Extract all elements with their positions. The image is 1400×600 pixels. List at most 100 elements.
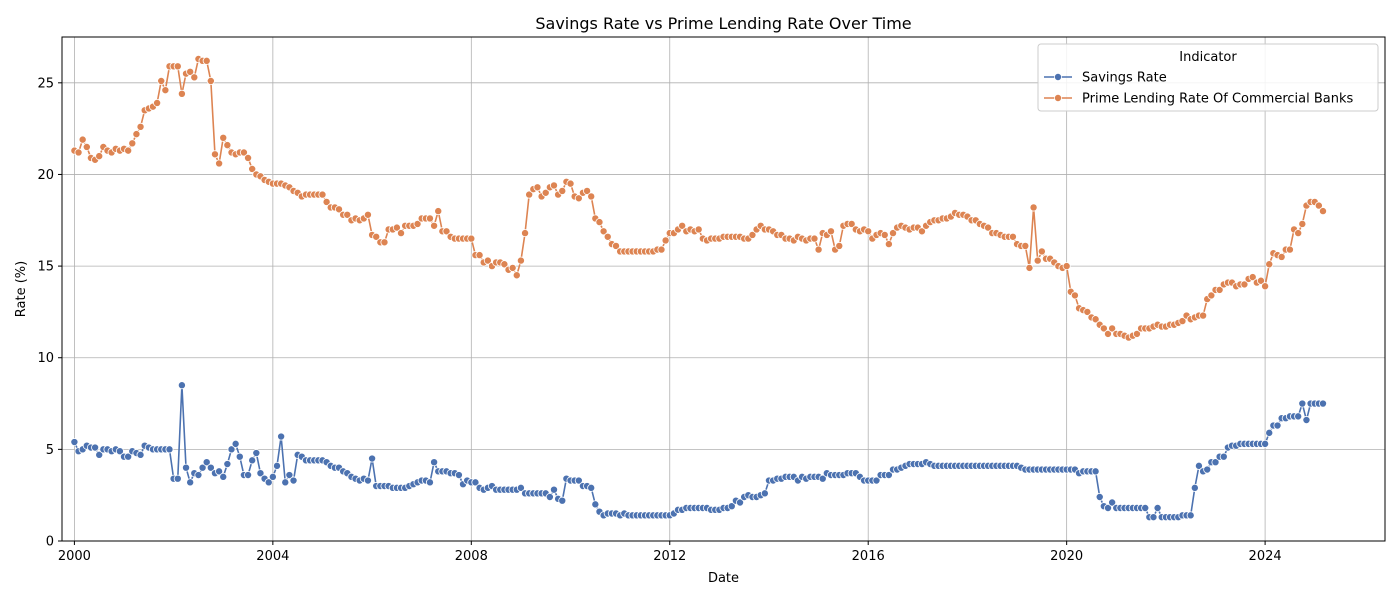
legend-label: Savings Rate [1082, 71, 1167, 86]
data-point [194, 471, 203, 480]
x-tick-label: 2016 [852, 549, 885, 564]
data-point [206, 463, 215, 472]
data-point [425, 478, 434, 487]
data-point [516, 256, 525, 265]
data-point [454, 471, 463, 480]
data-point [1141, 504, 1150, 513]
data-point [190, 73, 199, 82]
data-point [1070, 291, 1079, 300]
x-tick-label: 2004 [256, 549, 289, 564]
data-point [256, 469, 265, 478]
data-point [760, 489, 769, 498]
data-point [541, 188, 550, 197]
data-point [549, 485, 558, 494]
data-point [272, 461, 281, 470]
data-point [430, 221, 439, 230]
data-point [1261, 282, 1270, 291]
data-point [173, 474, 182, 483]
data-point [235, 452, 244, 461]
data-point [545, 493, 554, 502]
data-point [219, 133, 228, 142]
data-point [1095, 493, 1104, 502]
data-point [82, 142, 91, 151]
data-point [1194, 461, 1203, 470]
data-point [558, 496, 567, 505]
data-point [1104, 329, 1113, 338]
data-point [434, 207, 443, 216]
data-point [516, 483, 525, 492]
data-point [1037, 247, 1046, 256]
series-prime-lending-rate [70, 54, 1327, 342]
data-point [124, 146, 133, 155]
data-point [136, 450, 145, 459]
data-point [91, 443, 100, 452]
data-point [132, 130, 141, 139]
data-point [363, 476, 372, 485]
y-tick-label: 15 [37, 260, 54, 275]
data-point [1104, 504, 1113, 513]
data-point [1273, 421, 1282, 430]
data-point [430, 458, 439, 467]
legend-title: Indicator [1179, 50, 1237, 65]
data-point [413, 219, 422, 228]
data-point [186, 478, 195, 487]
grid [62, 37, 1385, 542]
data-point [277, 432, 286, 441]
data-point [227, 445, 236, 454]
data-point [182, 463, 191, 472]
data-point [1298, 399, 1307, 408]
data-point [736, 498, 745, 507]
data-point [239, 148, 248, 157]
data-point [281, 478, 290, 487]
data-point [368, 454, 377, 463]
plot-frame [61, 36, 1386, 542]
data-point [599, 227, 608, 236]
data-point [223, 141, 232, 150]
data-point [115, 447, 124, 456]
data-point [264, 478, 273, 487]
data-point [483, 256, 492, 265]
data-point [678, 221, 687, 230]
data-point [1083, 307, 1092, 316]
data-point [215, 467, 224, 476]
data-point [818, 474, 827, 483]
data-point [1261, 439, 1270, 448]
data-point [285, 471, 294, 480]
data-point [587, 192, 596, 201]
legend-entries: Savings Rate Prime Lending Rate Of Commer… [1044, 71, 1354, 107]
data-point [1294, 412, 1303, 421]
data-point [74, 148, 83, 157]
legend: Indicator Savings Rate Prime Lending Rate… [1037, 43, 1379, 112]
series-layer [70, 54, 1327, 522]
data-point [202, 458, 211, 467]
data-point [318, 190, 327, 199]
data-point [1256, 276, 1265, 285]
data-point [397, 229, 406, 238]
y-tick-label: 0 [46, 535, 54, 550]
series-savings-rate [70, 381, 1327, 522]
data-point [128, 139, 137, 148]
data-point [984, 223, 993, 232]
x-axis-label: Date [708, 571, 739, 586]
data-point [1033, 256, 1042, 265]
data-point [1062, 262, 1071, 271]
data-point [1029, 203, 1038, 212]
data-point [363, 210, 372, 219]
data-point [343, 210, 352, 219]
data-point [1153, 504, 1162, 513]
data-point [173, 62, 182, 71]
legend-item: Savings Rate [1044, 71, 1167, 86]
data-point [1025, 263, 1034, 272]
data-point [512, 271, 521, 280]
data-point [587, 483, 596, 492]
data-point [591, 500, 600, 509]
data-point [1149, 513, 1158, 522]
y-tick-label: 10 [37, 351, 54, 366]
data-point [880, 230, 889, 239]
data-point [244, 153, 253, 162]
x-tick-label: 2000 [58, 549, 91, 564]
data-point [657, 245, 666, 254]
y-tick-label: 25 [37, 76, 54, 91]
data-point [1008, 232, 1017, 241]
